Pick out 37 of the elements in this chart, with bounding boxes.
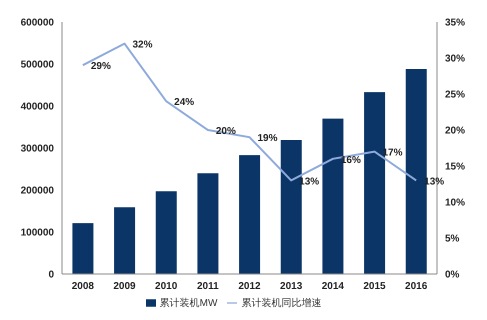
- bar: [114, 207, 136, 274]
- x-tick-label: 2008: [72, 281, 94, 292]
- bar: [156, 191, 177, 274]
- legend-label: 累计装机同比增速: [241, 298, 322, 309]
- data-label: 20%: [216, 126, 236, 137]
- data-label: 19%: [258, 133, 278, 144]
- x-tick-label: 2016: [405, 281, 428, 292]
- y2-tick-label: 35%: [445, 18, 466, 29]
- x-tick-label: 2012: [238, 281, 262, 292]
- x-tick-label: 2011: [196, 281, 220, 292]
- y-tick-label: 600000: [20, 18, 54, 29]
- data-label: 32%: [132, 40, 153, 51]
- y2-tick-label: 0%: [445, 270, 460, 281]
- y-tick-label: 500000: [20, 60, 54, 71]
- y-tick-label: 100000: [20, 228, 54, 239]
- x-tick-label: 2014: [322, 281, 344, 292]
- x-tick-label: 2010: [155, 281, 178, 292]
- y2-tick-label: 30%: [445, 54, 466, 65]
- y-tick-label: 200000: [20, 186, 54, 197]
- y2-tick-label: 5%: [445, 234, 460, 245]
- x-tick-label: 2013: [280, 281, 303, 292]
- y2-tick-label: 25%: [445, 90, 466, 101]
- data-label: 24%: [174, 97, 194, 108]
- x-tick-label: 2015: [363, 281, 386, 292]
- bar: [322, 118, 344, 274]
- y-tick-label: 0: [48, 270, 54, 281]
- data-label: 29%: [90, 61, 111, 72]
- y-tick-label: 300000: [20, 144, 54, 155]
- y-tick-label: 400000: [20, 102, 54, 113]
- y2-tick-label: 10%: [445, 198, 466, 209]
- y2-tick-label: 20%: [445, 126, 466, 137]
- bar: [197, 173, 218, 274]
- legend-label: 累计装机MW: [160, 298, 218, 309]
- y2-tick-label: 15%: [445, 162, 466, 173]
- bar: [72, 223, 94, 274]
- bar: [239, 155, 260, 274]
- x-tick-label: 2009: [113, 281, 136, 292]
